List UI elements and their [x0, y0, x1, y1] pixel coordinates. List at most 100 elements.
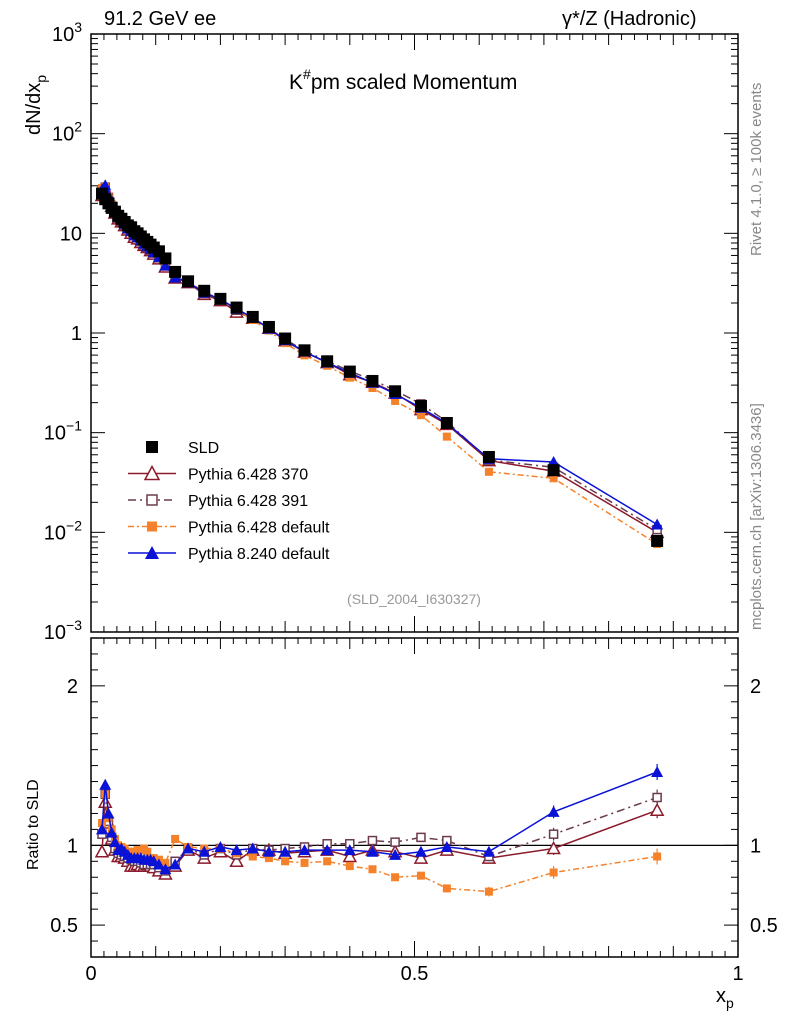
- ratio-point-pythia-6-428-default: [368, 865, 377, 874]
- data-point-sld: [230, 301, 243, 314]
- ratio-point-pythia-6-428-default: [442, 884, 451, 893]
- data-point-sld: [547, 464, 560, 477]
- series-point-pythia-8-240-default: [547, 455, 560, 467]
- series-point-pythia-6-428-default: [368, 384, 377, 393]
- ratio-point-pythia-8-240-default: [95, 823, 108, 835]
- ratio-tick-label-right: 0.5: [750, 915, 778, 937]
- y-tick-label: 10−2: [44, 517, 82, 544]
- y-tick-label: 1: [71, 323, 82, 345]
- ratio-point-pythia-6-428-default: [549, 868, 558, 877]
- data-point-sld: [279, 332, 292, 345]
- legend-label-pythia-6-428-391: Pythia 6.428 391: [188, 493, 308, 510]
- series-point-pythia-8-240-default: [99, 179, 112, 191]
- series-line-pythia-6-428-370: [101, 187, 658, 533]
- ratio-point-pythia-8-240-default: [246, 842, 259, 854]
- energy-label: 91.2 GeV ee: [104, 8, 217, 30]
- ratio-tick-label: 0.5: [50, 915, 78, 937]
- x-axis-title: xp: [716, 985, 734, 1011]
- y-tick-label: 10−3: [44, 617, 82, 644]
- ratio-point-pythia-6-428-370: [546, 840, 561, 855]
- legend-label-pythia-6-428-370: Pythia 6.428 370: [188, 467, 308, 484]
- ratio-point-pythia-8-240-default: [159, 863, 172, 875]
- ratio-point-pythia-8-240-default: [343, 844, 356, 856]
- data-point-sld: [482, 450, 495, 463]
- ratio-point-pythia-8-240-default: [366, 845, 379, 857]
- data-point-sld: [262, 320, 275, 333]
- ratio-plot-frame: [90, 637, 739, 958]
- ratio-point-pythia-6-428-default: [323, 857, 332, 866]
- ratio-axis-title: Ratio to SLD: [25, 779, 42, 870]
- legend-label-pythia-6-428-default: Pythia 6.428 default: [188, 520, 330, 537]
- ratio-tick-label: 2: [67, 676, 78, 698]
- ratio-point-pythia-6-428-391: [548, 829, 559, 839]
- legend-marker-pythia-6-428-default: [147, 521, 157, 532]
- data-point-sld: [321, 355, 334, 368]
- ratio-point-pythia-8-240-default: [198, 845, 211, 857]
- data-point-sld: [389, 385, 402, 398]
- ratio-point-pythia-6-428-default: [171, 834, 180, 843]
- ratio-point-pythia-6-428-default: [248, 852, 257, 861]
- ratio-point-pythia-6-428-default: [653, 852, 662, 861]
- ratio-point-pythia-6-428-default: [345, 862, 354, 871]
- y-tick-label: 10−1: [44, 418, 82, 445]
- ratio-line-pythia-6-428-370: [101, 802, 658, 875]
- ratio-point-pythia-8-240-default: [651, 765, 664, 777]
- ratio-point-pythia-6-428-370: [94, 844, 110, 858]
- ratio-point-pythia-6-428-default: [484, 887, 493, 896]
- ratio-tick-label: 1: [67, 835, 78, 857]
- ratio-point-pythia-6-428-default: [281, 857, 290, 866]
- data-point-sld: [214, 292, 227, 305]
- data-point-sld: [159, 252, 172, 265]
- ratio-point-pythia-6-428-default: [300, 858, 309, 867]
- ratio-point-pythia-8-240-default: [108, 836, 121, 848]
- ratio-point-pythia-6-428-default: [143, 847, 152, 856]
- ratio-point-pythia-8-240-default: [547, 805, 560, 817]
- mcplots-label: mcplots.cern.ch [arXiv:1306.3436]: [748, 403, 765, 630]
- ratio-tick-label-right: 1: [750, 835, 761, 857]
- ratio-point-pythia-8-240-default: [182, 842, 195, 854]
- ratio-point-pythia-8-240-default: [214, 840, 227, 852]
- ratio-point-pythia-8-240-default: [152, 858, 165, 870]
- legend-label-sld: SLD: [188, 440, 219, 457]
- ratio-point-pythia-8-240-default: [389, 848, 402, 860]
- series-point-pythia-6-428-default: [442, 432, 451, 441]
- series-point-pythia-8-240-default: [159, 259, 172, 271]
- legend-marker-pythia-8-240-default: [145, 546, 159, 559]
- data-point-sld: [246, 310, 259, 323]
- legend-marker-pythia-6-428-391: [146, 494, 158, 506]
- series-point-pythia-6-428-default: [549, 474, 558, 483]
- ratio-point-pythia-8-240-default: [321, 844, 334, 856]
- ratio-point-pythia-8-240-default: [102, 807, 115, 819]
- x-tick-label: 1: [732, 963, 743, 985]
- ratio-point-pythia-8-240-default: [482, 845, 495, 857]
- legend-marker-sld: [146, 441, 158, 453]
- main-plot-frame: [90, 33, 739, 633]
- ratio-point-pythia-6-428-391: [367, 835, 378, 846]
- series-point-pythia-6-428-default: [416, 411, 425, 420]
- ratio-point-pythia-8-240-default: [99, 778, 112, 790]
- ratio-point-pythia-6-428-391: [390, 837, 400, 847]
- data-point-sld: [182, 275, 195, 288]
- y-tick-label: 102: [52, 119, 82, 146]
- ratio-point-pythia-6-428-default: [161, 858, 170, 867]
- y-tick-label: 103: [52, 19, 82, 46]
- ratio-point-pythia-8-240-default: [105, 826, 118, 838]
- ratio-point-pythia-6-428-370: [97, 794, 113, 809]
- series-line-pythia-6-428-default: [101, 186, 658, 545]
- y-axis-title: dN/dxp: [23, 75, 49, 135]
- ratio-line-pythia-6-428-391: [101, 794, 658, 872]
- ratio-point-pythia-6-428-default: [264, 854, 273, 863]
- data-point-sld: [169, 265, 182, 278]
- ratio-point-pythia-8-240-default: [298, 844, 311, 856]
- ratio-point-pythia-8-240-default: [230, 844, 243, 856]
- ratio-point-pythia-6-428-370: [229, 853, 244, 868]
- process-label: γ*/Z (Hadronic): [562, 8, 697, 30]
- ratio-point-pythia-6-428-370: [649, 802, 665, 817]
- ratio-point-pythia-6-428-370: [413, 850, 429, 864]
- ratio-point-pythia-8-240-default: [279, 845, 292, 857]
- data-point-sld: [414, 400, 427, 413]
- ratio-point-pythia-8-240-default: [440, 840, 453, 852]
- legend-label-pythia-8-240-default: Pythia 8.240 default: [188, 546, 330, 563]
- rivet-version-label: Rivet 4.1.0, ≥ 100k events: [748, 82, 765, 256]
